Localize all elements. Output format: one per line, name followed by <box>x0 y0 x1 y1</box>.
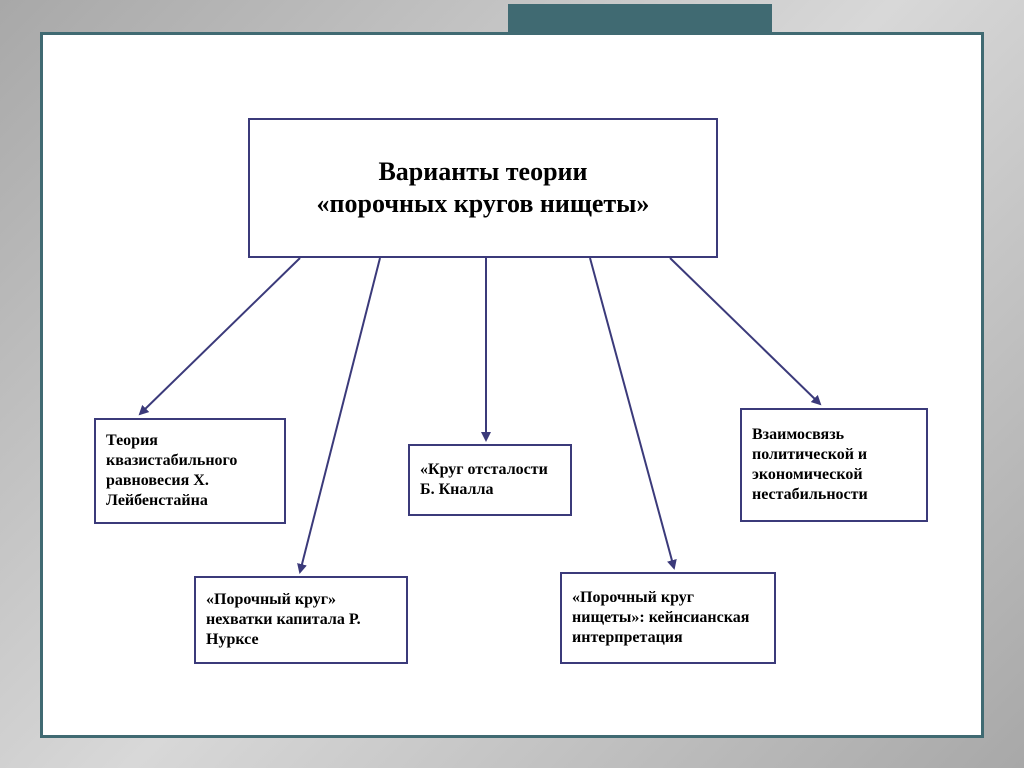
diagram-child-node: «Круг отсталости Б. Кналла <box>408 444 572 516</box>
diagram-root-label: Варианты теории«порочных кругов нищеты» <box>317 156 650 221</box>
diagram-child-label: Взаимосвязь политической и экономической… <box>752 425 916 505</box>
diagram-child-node: «Порочный круг» нехватки капитала Р. Нур… <box>194 576 408 664</box>
diagram-root-node: Варианты теории«порочных кругов нищеты» <box>248 118 718 258</box>
diagram-child-node: «Порочный круг нищеты»: кейнсианская инт… <box>560 572 776 664</box>
diagram-child-label: «Порочный круг нищеты»: кейнсианская инт… <box>572 588 764 648</box>
diagram-child-label: «Порочный круг» нехватки капитала Р. Нур… <box>206 590 396 650</box>
slide-background: Варианты теории«порочных кругов нищеты» … <box>0 0 1024 768</box>
diagram-child-node: Взаимосвязь политической и экономической… <box>740 408 928 522</box>
diagram-child-label: Теория квазистабильного равновесия Х. Ле… <box>106 431 274 511</box>
diagram-child-label: «Круг отсталости Б. Кналла <box>420 460 560 500</box>
diagram-child-node: Теория квазистабильного равновесия Х. Ле… <box>94 418 286 524</box>
